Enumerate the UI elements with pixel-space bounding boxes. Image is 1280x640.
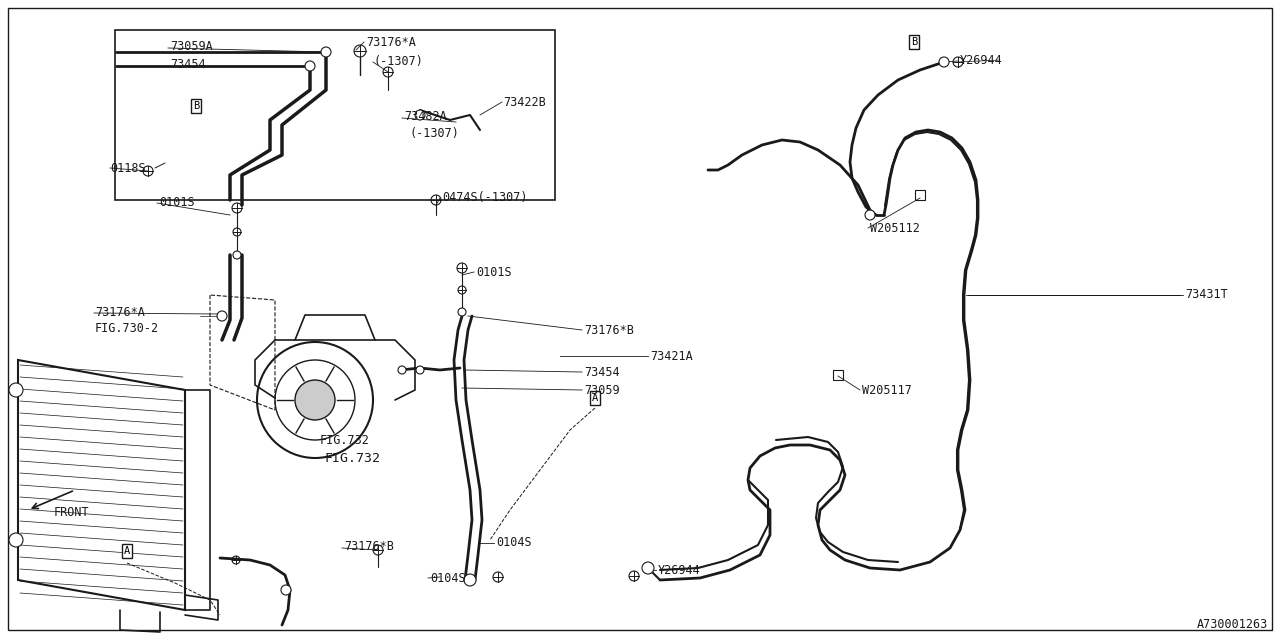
Text: B: B — [193, 101, 200, 111]
Text: 73421A: 73421A — [650, 349, 692, 362]
Circle shape — [415, 110, 425, 120]
Circle shape — [233, 251, 241, 259]
Text: W205112: W205112 — [870, 221, 920, 234]
Text: A730001263: A730001263 — [1197, 618, 1268, 632]
Circle shape — [865, 210, 876, 220]
Text: 73176*A: 73176*A — [95, 305, 145, 319]
Text: 73482A: 73482A — [404, 111, 447, 124]
Text: 0104S: 0104S — [430, 572, 466, 584]
Text: 73454: 73454 — [170, 58, 206, 72]
Circle shape — [321, 47, 332, 57]
Circle shape — [643, 562, 654, 574]
Circle shape — [9, 383, 23, 397]
Circle shape — [398, 366, 406, 374]
Text: Y26944: Y26944 — [658, 563, 700, 577]
Text: A: A — [124, 546, 131, 556]
Text: 73454: 73454 — [584, 365, 620, 378]
Text: FIG.730-2: FIG.730-2 — [95, 321, 159, 335]
Text: 0101S: 0101S — [159, 195, 195, 209]
Circle shape — [465, 574, 476, 586]
Text: 0104S: 0104S — [497, 536, 531, 550]
Circle shape — [458, 308, 466, 316]
Text: (-1307): (-1307) — [374, 54, 424, 67]
Text: 73059: 73059 — [584, 383, 620, 397]
Circle shape — [9, 533, 23, 547]
Text: 73176*B: 73176*B — [344, 541, 394, 554]
Text: FRONT: FRONT — [54, 506, 90, 518]
Text: 0118S: 0118S — [110, 161, 146, 175]
Text: W205117: W205117 — [861, 383, 911, 397]
Text: A: A — [591, 393, 598, 403]
Circle shape — [416, 366, 424, 374]
Text: 73422B: 73422B — [503, 95, 545, 109]
Bar — [833, 370, 844, 380]
Circle shape — [305, 61, 315, 71]
Text: 0101S: 0101S — [476, 266, 512, 278]
Text: 0474S(-1307): 0474S(-1307) — [442, 191, 527, 205]
Circle shape — [294, 380, 335, 420]
Circle shape — [282, 585, 291, 595]
Text: 73176*A: 73176*A — [366, 35, 416, 49]
Text: B: B — [911, 37, 918, 47]
Circle shape — [940, 57, 948, 67]
Text: 73431T: 73431T — [1185, 289, 1228, 301]
Text: Y26944: Y26944 — [960, 54, 1002, 67]
Bar — [115, 30, 556, 200]
Text: 73176*B: 73176*B — [584, 323, 634, 337]
Bar — [915, 190, 925, 200]
Text: FIG.732: FIG.732 — [325, 451, 381, 465]
Text: 73059A: 73059A — [170, 40, 212, 54]
Circle shape — [218, 311, 227, 321]
Text: (-1307): (-1307) — [410, 127, 460, 140]
Text: FIG.732: FIG.732 — [320, 433, 370, 447]
